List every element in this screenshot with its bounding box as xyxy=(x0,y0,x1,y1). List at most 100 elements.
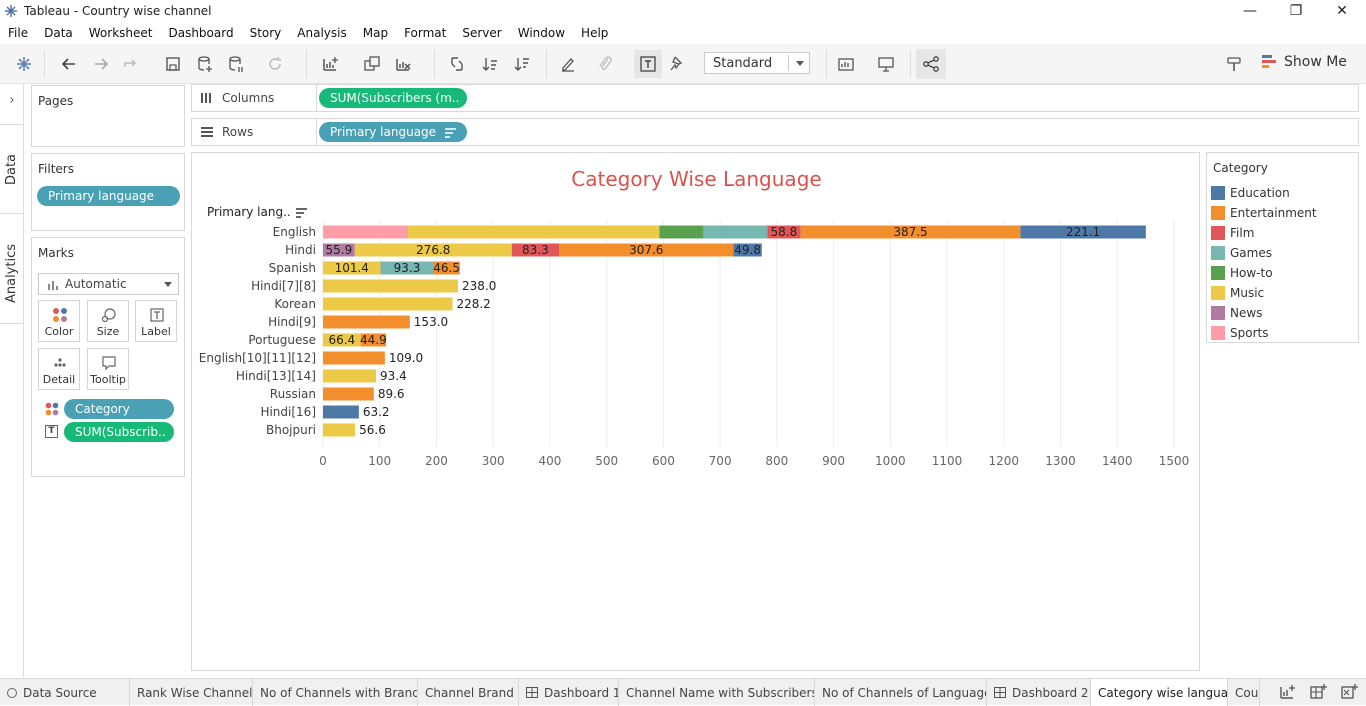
sheet-tab-label: Channel Name with Subscribers xyxy=(626,685,815,700)
x-tick-label: 800 xyxy=(765,454,788,468)
highlight-icon[interactable] xyxy=(556,52,580,76)
presentation-mode-icon[interactable] xyxy=(874,52,898,76)
row-label: Korean xyxy=(274,297,316,311)
dashboard-icon xyxy=(526,687,538,698)
tableau-home-icon[interactable] xyxy=(12,52,36,76)
refresh-icon[interactable] xyxy=(263,52,287,76)
sheet-tab[interactable]: Dashboard 1 xyxy=(519,679,619,706)
show-me-button[interactable]: Show Me xyxy=(1262,54,1347,70)
marks-field-sum-subscribers[interactable]: SUM(Subscrib.. xyxy=(64,422,174,442)
menu-help[interactable]: Help xyxy=(581,26,609,40)
tab-data[interactable]: Data xyxy=(0,124,24,214)
bar-segment xyxy=(323,315,410,329)
tab-analytics[interactable]: Analytics xyxy=(0,224,24,324)
data-source-icon xyxy=(7,687,17,698)
sort-icon[interactable] xyxy=(295,207,307,218)
legend-swatch xyxy=(1211,206,1225,220)
rows-shelf[interactable]: Rows Primary language xyxy=(191,118,1359,146)
sheet-tab[interactable]: No of Channels of Language xyxy=(815,679,987,706)
sheet-tab[interactable]: Channel Name with Subscribers xyxy=(619,679,815,706)
sheet-tab-label: Dashboard 1 xyxy=(544,685,619,700)
menu-format[interactable]: Format xyxy=(404,26,447,40)
sheet-tab[interactable]: Rank Wise Channel xyxy=(130,679,253,706)
sheet-tab[interactable]: No of Channels with Brand xyxy=(253,679,418,706)
pages-header: Pages xyxy=(38,94,74,108)
columns-shelf[interactable]: Columns SUM(Subscribers (m.. xyxy=(191,84,1359,112)
legend-item-music[interactable]: Music xyxy=(1211,283,1264,303)
columns-pill-sum-subscribers[interactable]: SUM(Subscribers (m.. xyxy=(319,88,467,108)
swap-rows-columns-icon[interactable] xyxy=(445,52,469,76)
menu-story[interactable]: Story xyxy=(249,26,282,40)
menu-data[interactable]: Data xyxy=(44,26,73,40)
detail-icon xyxy=(52,355,68,371)
legend-swatch xyxy=(1211,186,1225,200)
side-rail: › Data Analytics xyxy=(0,84,24,677)
legend-item-sports[interactable]: Sports xyxy=(1211,323,1268,343)
marks-detail-button[interactable]: Detail xyxy=(38,348,80,390)
format-painter-icon[interactable] xyxy=(1222,52,1246,76)
sort-descending-icon[interactable] xyxy=(510,52,534,76)
legend-item-entertainment[interactable]: Entertainment xyxy=(1211,203,1317,223)
data-label: 238.0 xyxy=(462,279,496,293)
sheet-tab[interactable]: Cou xyxy=(1228,679,1260,706)
menu-analysis[interactable]: Analysis xyxy=(297,26,347,40)
group-members-icon[interactable] xyxy=(593,52,617,76)
rows-pill-primary-language[interactable]: Primary language xyxy=(319,122,467,142)
fit-dropdown[interactable]: Standard xyxy=(704,52,810,74)
sheet-tab[interactable]: Channel Brand xyxy=(418,679,519,706)
menu-server[interactable]: Server xyxy=(462,26,502,40)
row-header[interactable]: Primary lang.. xyxy=(207,205,307,219)
legend-item-education[interactable]: Education xyxy=(1211,183,1290,203)
menu-worksheet[interactable]: Worksheet xyxy=(88,26,153,40)
data-label: 55.9 xyxy=(325,243,352,257)
sheet-tab[interactable]: Data Source xyxy=(0,679,130,706)
sheet-tab[interactable]: Category wise language xyxy=(1091,679,1228,706)
new-worksheet-icon[interactable] xyxy=(318,52,342,76)
menu-window[interactable]: Window xyxy=(517,26,566,40)
chart-title: Category Wise Language xyxy=(571,167,822,191)
new-story-tab-icon[interactable] xyxy=(1338,682,1360,702)
restore-button[interactable]: ❐ xyxy=(1273,0,1319,22)
sheet-tab-label: Data Source xyxy=(23,685,97,700)
clear-sheet-icon[interactable] xyxy=(391,52,415,76)
bar-segment xyxy=(323,279,459,293)
show-mark-labels-icon[interactable] xyxy=(634,50,662,78)
legend-item-film[interactable]: Film xyxy=(1211,223,1254,243)
sort-ascending-icon[interactable] xyxy=(478,52,502,76)
filter-pill-primary-language[interactable]: Primary language xyxy=(37,186,180,206)
marks-color-button[interactable]: Color xyxy=(38,300,80,342)
undo-icon[interactable] xyxy=(57,52,81,76)
marks-tooltip-button[interactable]: Tooltip xyxy=(87,348,129,390)
marks-label-button[interactable]: Label xyxy=(135,300,177,342)
row-label: Spanish xyxy=(269,261,316,275)
replay-icon[interactable] xyxy=(119,52,143,76)
legend-item-news[interactable]: News xyxy=(1211,303,1262,323)
mark-type-dropdown[interactable]: Automatic xyxy=(38,273,179,295)
marks-field-category[interactable]: Category xyxy=(64,399,174,419)
legend-item-games[interactable]: Games xyxy=(1211,243,1272,263)
minimize-icon: — xyxy=(1243,3,1257,19)
duplicate-sheet-icon[interactable] xyxy=(360,52,384,76)
fix-axes-icon[interactable] xyxy=(665,52,689,76)
minimize-button[interactable]: — xyxy=(1227,0,1273,22)
close-button[interactable]: ✕ xyxy=(1319,0,1365,22)
pause-updates-icon[interactable] xyxy=(224,52,248,76)
save-icon[interactable] xyxy=(161,52,185,76)
menu-map[interactable]: Map xyxy=(362,26,389,40)
sheet-tab[interactable]: Dashboard 2 xyxy=(987,679,1091,706)
new-data-source-icon[interactable] xyxy=(193,52,217,76)
menu-file[interactable]: File xyxy=(8,26,29,40)
legend-item-how-to[interactable]: How-to xyxy=(1211,263,1273,283)
new-dashboard-tab-icon[interactable] xyxy=(1307,682,1329,702)
pages-card[interactable]: Pages xyxy=(31,85,185,147)
menu-dashboard[interactable]: Dashboard xyxy=(168,26,234,40)
redo-icon[interactable] xyxy=(89,52,113,76)
share-workbook-icon[interactable] xyxy=(916,49,946,79)
show-me-icon xyxy=(1262,55,1278,69)
bar-segment xyxy=(1020,225,1146,239)
collapse-pane-icon[interactable]: › xyxy=(9,92,15,108)
show-cards-icon[interactable] xyxy=(834,52,858,76)
marks-size-button[interactable]: Size xyxy=(87,300,129,342)
filters-card[interactable]: Filters Primary language xyxy=(31,153,185,231)
new-worksheet-tab-icon[interactable] xyxy=(1276,682,1298,702)
